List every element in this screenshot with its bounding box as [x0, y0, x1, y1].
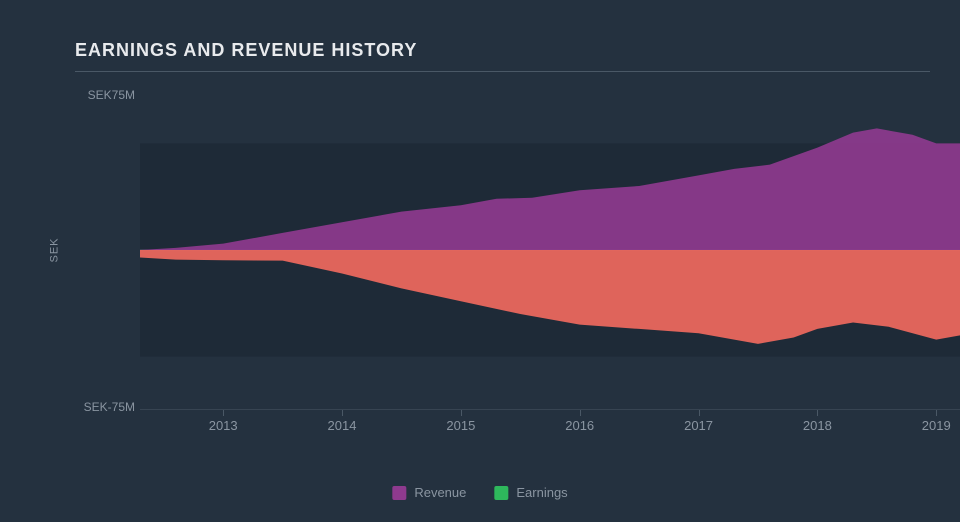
x-tick-mark: [461, 410, 462, 416]
chart-wrap: SEK SEK75M SEK-75M 201320142015201620172…: [60, 90, 930, 410]
x-tick-mark: [223, 410, 224, 416]
x-tick-label: 2019: [922, 418, 951, 433]
x-tick-mark: [342, 410, 343, 416]
x-tick-label: 2018: [803, 418, 832, 433]
x-tick-mark: [817, 410, 818, 416]
x-tick-label: 2013: [209, 418, 238, 433]
x-tick-label: 2015: [446, 418, 475, 433]
chart-container: EARNINGS AND REVENUE HISTORY SEK SEK75M …: [0, 0, 960, 522]
legend-label-revenue: Revenue: [414, 485, 466, 500]
y-tick-bottom: SEK-75M: [84, 400, 135, 414]
x-tick-label: 2016: [565, 418, 594, 433]
plot-svg: [140, 90, 960, 410]
x-tick-label: 2014: [328, 418, 357, 433]
legend-item-earnings: Earnings: [494, 485, 567, 500]
legend-label-earnings: Earnings: [516, 485, 567, 500]
plot-area: 2013201420152016201720182019: [140, 90, 960, 410]
x-tick-mark: [699, 410, 700, 416]
legend-swatch-earnings: [494, 486, 508, 500]
legend-item-revenue: Revenue: [392, 485, 466, 500]
x-tick-mark: [936, 410, 937, 416]
legend-swatch-revenue: [392, 486, 406, 500]
chart-title: EARNINGS AND REVENUE HISTORY: [75, 40, 930, 61]
x-tick-label: 2017: [684, 418, 713, 433]
title-rule: [75, 71, 930, 72]
x-tick-mark: [580, 410, 581, 416]
y-axis-label: SEK: [49, 237, 61, 262]
legend: Revenue Earnings: [392, 485, 567, 500]
y-tick-top: SEK75M: [88, 88, 135, 102]
